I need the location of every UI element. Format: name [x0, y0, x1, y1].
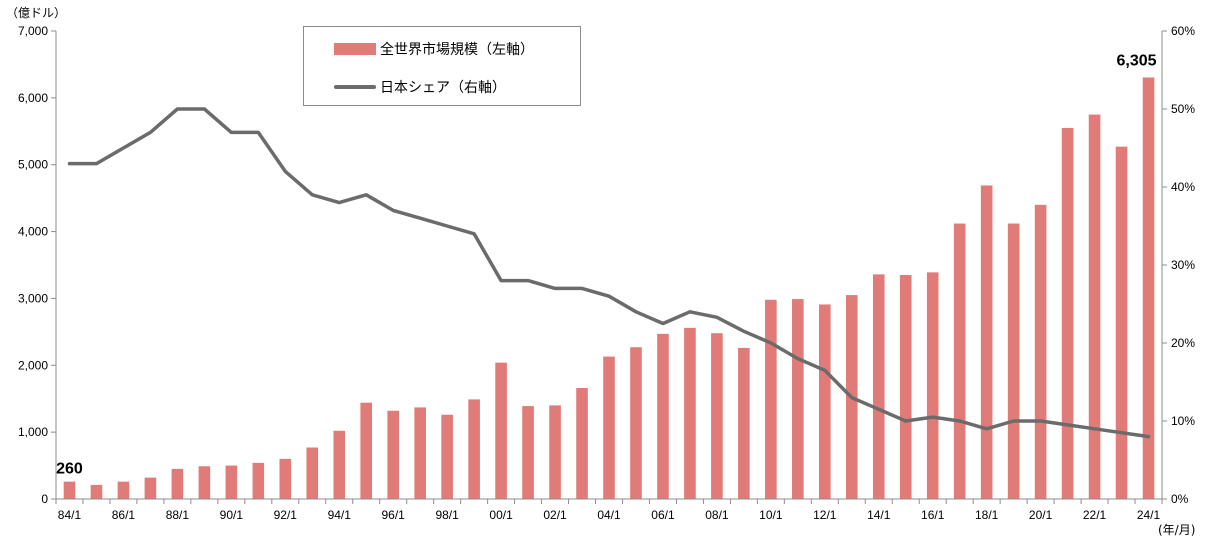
bar: [684, 327, 696, 499]
x-tick-label: 24/1: [1137, 508, 1161, 522]
left-y-tick-label: 4,000: [18, 225, 48, 239]
bar: [117, 481, 130, 499]
bar: [522, 406, 534, 499]
x-tick-label: 88/1: [166, 508, 190, 522]
bar: [899, 275, 912, 499]
legend-label-share: 日本シェア（右軸）: [380, 80, 506, 96]
bar: [333, 430, 346, 499]
bar: [657, 333, 669, 499]
x-axis-unit-label: (年/月): [1158, 523, 1195, 537]
bar-series: [63, 77, 1155, 500]
bar: [144, 477, 157, 499]
bar: [953, 223, 966, 499]
legend: 全世界市場規模（左軸） 日本シェア（右軸）: [303, 26, 581, 106]
bar: [387, 410, 399, 499]
bar: [468, 399, 480, 499]
bar: [90, 484, 103, 499]
bar: [171, 468, 184, 499]
bar: [1115, 146, 1128, 500]
left-axis-unit-label: （億ドル）: [6, 6, 66, 20]
x-tick-label: 14/1: [867, 508, 891, 522]
line-series: [67, 107, 1151, 439]
bar: [63, 481, 76, 499]
x-tick-label: 20/1: [1029, 508, 1053, 522]
x-tick-label: 02/1: [543, 508, 567, 522]
left-y-tick-label: 5,000: [18, 158, 48, 172]
bar: [576, 388, 588, 499]
right-y-tick-label: 40%: [1171, 180, 1195, 194]
bar: [1034, 204, 1047, 500]
bar: [1142, 77, 1155, 500]
x-tick-label: 10/1: [759, 508, 783, 522]
legend-label-market: 全世界市場規模（左軸）: [380, 42, 534, 58]
left-y-tick-label: 0: [41, 492, 48, 506]
bar: [765, 299, 777, 499]
bar: [360, 402, 373, 499]
x-tick-label: 86/1: [112, 508, 136, 522]
x-tick-label: 06/1: [651, 508, 675, 522]
x-tick-label: 22/1: [1083, 508, 1107, 522]
bar: [711, 333, 723, 499]
left-y-tick-label: 2,000: [18, 358, 48, 372]
x-tick-label: 00/1: [489, 508, 513, 522]
bar: [1061, 127, 1074, 499]
bar: [225, 465, 238, 499]
right-y-tick-label: 10%: [1171, 414, 1195, 428]
left-y-tick-label: 7,000: [18, 24, 48, 38]
bar: [738, 347, 750, 499]
left-y-tick-label: 3,000: [18, 291, 48, 305]
bar: [1088, 114, 1101, 500]
bar: [872, 274, 885, 499]
bar: [980, 185, 993, 499]
bar: [198, 466, 211, 499]
x-tick-label: 84/1: [58, 508, 82, 522]
legend-item-market: 全世界市場規模（左軸）: [334, 39, 534, 59]
x-tick-label: 92/1: [274, 508, 298, 522]
x-tick-label: 18/1: [975, 508, 999, 522]
x-tick-label: 12/1: [813, 508, 837, 522]
x-tick-label: 04/1: [597, 508, 621, 522]
left-y-tick-labels: 0 1,000 2,000 3,000 4,000 5,000 6,000 7,000: [18, 24, 48, 506]
left-y-tick-label: 1,000: [18, 425, 48, 439]
right-y-tick-labels: 0% 10% 20% 30% 40% 50% 60%: [1171, 24, 1195, 506]
bar: [306, 447, 319, 499]
bar: [252, 462, 265, 499]
legend-line-swatch-icon: [334, 85, 376, 89]
bar: [441, 414, 453, 499]
bar: [630, 347, 642, 499]
bar: [414, 407, 426, 499]
x-tick-label: 08/1: [705, 508, 729, 522]
right-y-tick-label: 50%: [1171, 102, 1195, 116]
bar: [549, 405, 561, 499]
bar: [819, 304, 831, 499]
x-tick-labels: 84/1 86/1 88/1 90/1 92/1 94/1 96/1 98/1 00/1 02/1…: [58, 508, 1161, 522]
x-tick-label: 90/1: [220, 508, 244, 522]
bar: [495, 362, 507, 499]
x-tick-label: 98/1: [435, 508, 459, 522]
x-tick-label: 96/1: [382, 508, 406, 522]
right-y-tick-label: 20%: [1171, 336, 1195, 350]
bar: [603, 356, 615, 499]
legend-bar-swatch-icon: [334, 43, 376, 55]
bar: [792, 299, 804, 499]
right-y-tick-label: 30%: [1171, 258, 1195, 272]
x-tick-label: 16/1: [921, 508, 945, 522]
annotation-first-value: 260: [56, 461, 83, 478]
legend-item-share: 日本シェア（右軸）: [334, 77, 506, 97]
x-tick-label: 94/1: [328, 508, 352, 522]
annotation-last-value: 6,305: [1116, 52, 1156, 69]
axes: [51, 30, 1167, 504]
left-y-tick-label: 6,000: [18, 91, 48, 105]
bar: [926, 272, 939, 499]
right-y-tick-label: 60%: [1171, 24, 1195, 38]
bar: [1007, 223, 1020, 499]
bar: [279, 458, 292, 499]
right-y-tick-label: 0%: [1171, 492, 1189, 506]
